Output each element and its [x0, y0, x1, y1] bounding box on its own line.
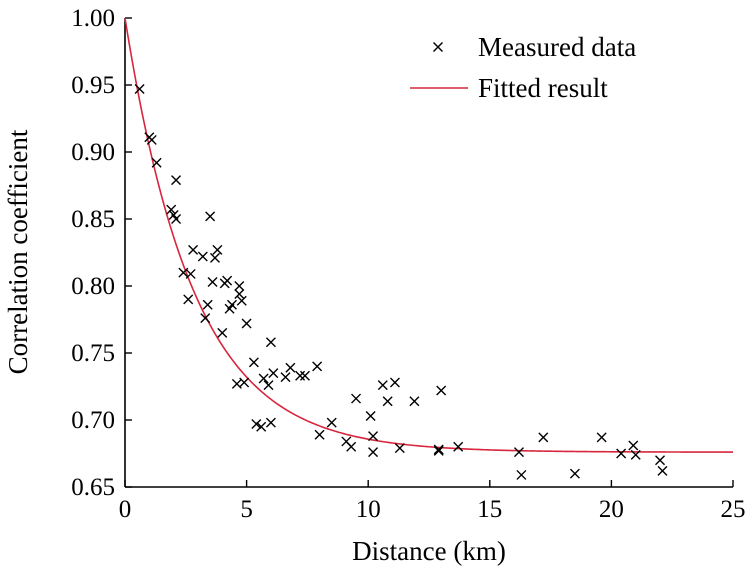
data-point: [314, 429, 325, 440]
data-point: [258, 373, 269, 384]
data-point: [299, 370, 310, 381]
data-point: [183, 294, 194, 305]
x-axis-title: Distance (km): [352, 536, 506, 566]
data-point: [409, 396, 420, 407]
data-point: [236, 295, 247, 306]
measured-series: [134, 84, 668, 480]
data-point: [453, 441, 464, 452]
data-point: [280, 372, 291, 383]
data-point: [628, 440, 639, 451]
data-point: [382, 396, 393, 407]
data-point: [200, 313, 211, 324]
data-point: [188, 244, 199, 255]
data-point: [616, 448, 627, 459]
data-point: [171, 214, 182, 224]
y-tick-label: 0.75: [71, 340, 115, 367]
axes: [124, 18, 733, 488]
x-tick-label: 15: [477, 496, 502, 523]
y-tick-label: 1.00: [71, 5, 115, 32]
data-point: [268, 368, 279, 379]
y-tick-label: 0.80: [71, 273, 115, 300]
data-point: [197, 251, 208, 262]
data-point: [248, 357, 259, 368]
legend-label-measured: Measured data: [478, 32, 636, 62]
data-point: [657, 465, 668, 476]
data-point: [265, 337, 276, 348]
legend-label-fitted: Fitted result: [478, 73, 608, 103]
data-point: [209, 252, 220, 263]
data-point: [256, 421, 267, 432]
data-point: [241, 318, 252, 329]
x-tick-label: 20: [599, 496, 624, 523]
data-point: [569, 468, 580, 479]
data-point: [171, 175, 182, 186]
data-point: [285, 362, 296, 373]
fitted-series: [124, 17, 733, 453]
x-tick-label: 25: [721, 496, 746, 523]
data-point: [655, 455, 666, 466]
data-point: [346, 441, 357, 452]
y-tick-label: 0.95: [71, 72, 115, 99]
data-point: [326, 417, 337, 428]
data-point: [202, 299, 213, 310]
legend-marker-measured: [433, 42, 443, 52]
data-point: [265, 417, 276, 428]
data-point: [368, 447, 379, 458]
data-point: [312, 361, 323, 372]
x-tick-label: 10: [356, 496, 381, 523]
data-point: [389, 377, 400, 388]
data-point: [351, 393, 362, 404]
data-point: [212, 244, 223, 255]
data-point: [166, 204, 177, 215]
data-point: [516, 469, 527, 480]
data-point: [227, 299, 238, 310]
data-point: [205, 211, 216, 222]
y-tick-label: 0.65: [71, 474, 115, 501]
data-point: [146, 134, 157, 145]
y-tick-label: 0.70: [71, 407, 115, 434]
y-tick-label: 0.85: [71, 206, 115, 233]
x-ticks: 0 5 10 15 20 25: [119, 480, 746, 523]
data-point: [394, 443, 405, 454]
data-point: [538, 432, 549, 443]
data-point: [207, 276, 218, 287]
y-tick-label: 0.90: [71, 139, 115, 166]
data-point: [251, 419, 262, 430]
data-point: [185, 268, 196, 279]
data-point: [368, 431, 379, 442]
data-point: [263, 380, 274, 391]
data-point: [151, 157, 162, 168]
data-point: [234, 289, 245, 300]
legend: Measured data Fitted result: [410, 32, 636, 103]
data-point: [433, 444, 444, 455]
x-tick-label: 5: [240, 496, 253, 523]
data-point: [513, 447, 524, 458]
data-point: [217, 327, 228, 338]
data-point: [222, 275, 233, 286]
fitted-result-line: [124, 17, 733, 453]
data-point: [377, 380, 388, 391]
data-point: [630, 449, 641, 460]
data-point: [295, 370, 306, 381]
data-point: [239, 377, 250, 388]
x-tick-label: 0: [119, 496, 132, 523]
y-ticks: 0.65 0.70 0.75 0.80 0.85 0.90 0.95 1.00: [71, 5, 132, 501]
y-axis-title: Correlation coefficient: [3, 129, 33, 374]
data-point: [365, 410, 376, 421]
data-point: [433, 445, 444, 456]
data-point: [234, 281, 245, 291]
data-point: [436, 385, 447, 396]
data-point: [596, 432, 607, 443]
legend-x-marker: [433, 42, 443, 52]
data-point: [134, 84, 145, 95]
